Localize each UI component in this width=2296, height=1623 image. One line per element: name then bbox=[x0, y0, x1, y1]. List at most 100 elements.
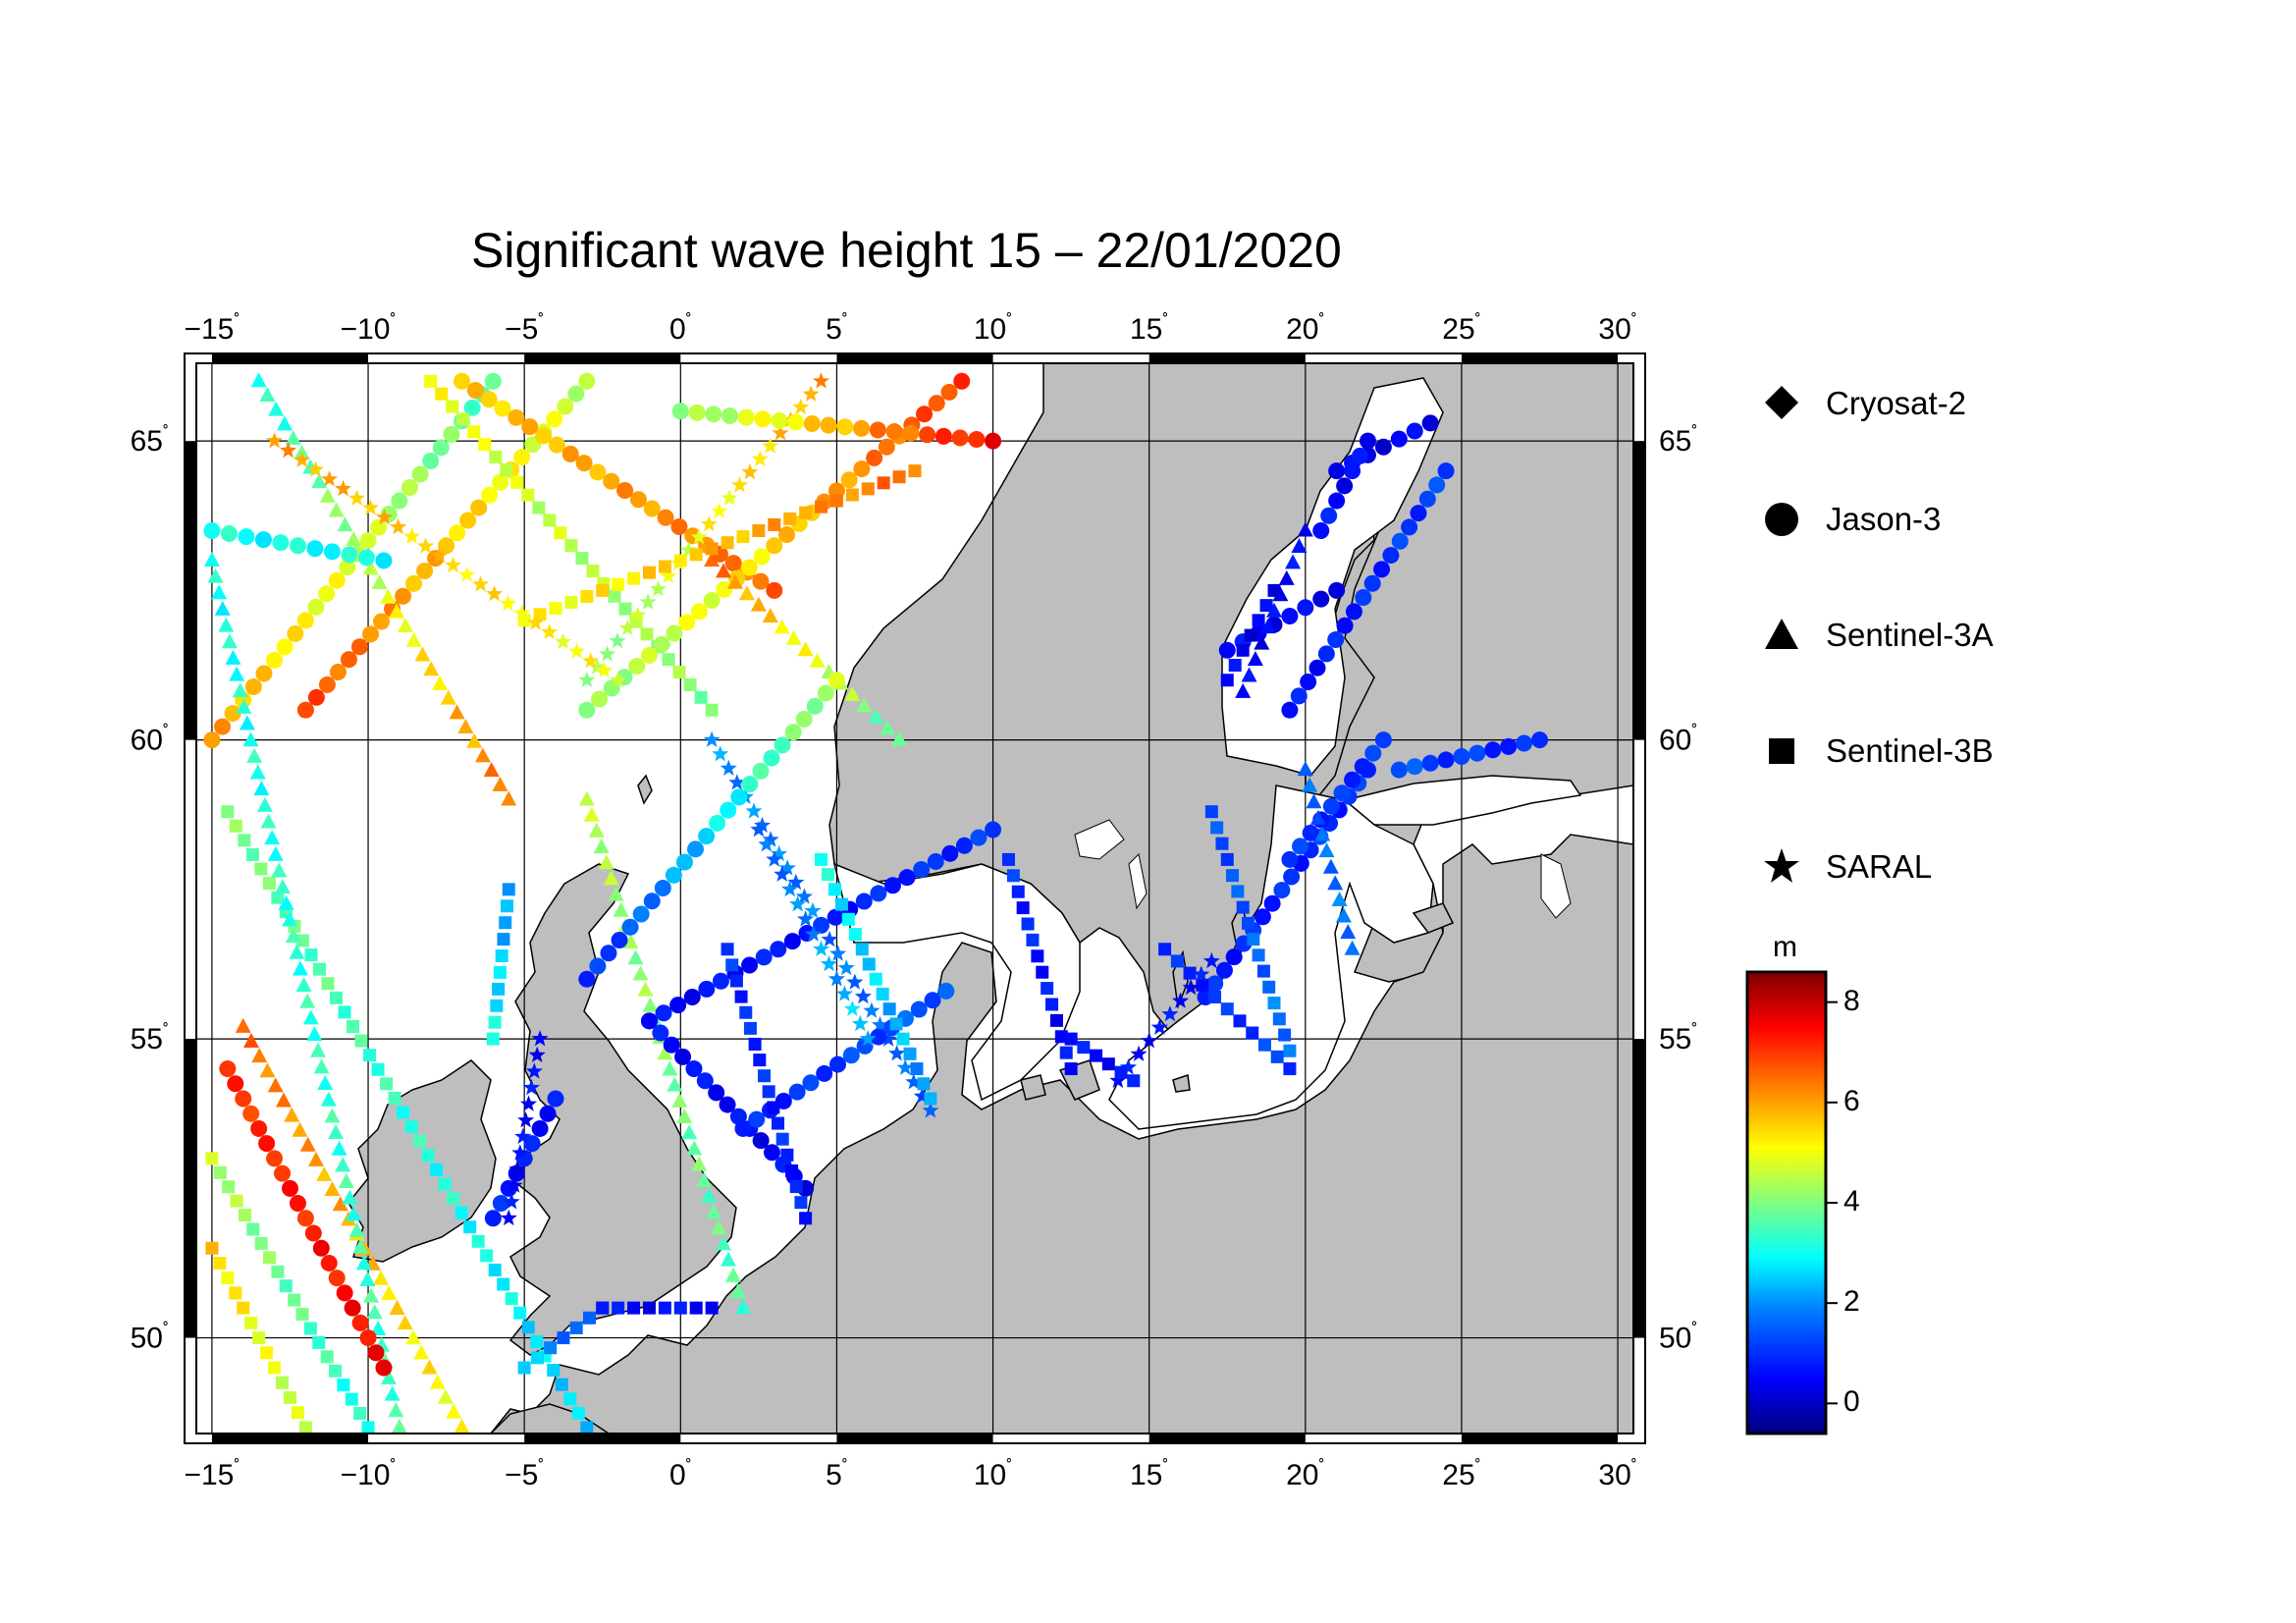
track-point bbox=[665, 866, 682, 884]
gulf-of-finland bbox=[1343, 775, 1582, 826]
track-point bbox=[902, 424, 920, 442]
track-point bbox=[741, 956, 759, 974]
track-point bbox=[225, 649, 241, 665]
track-point bbox=[324, 1181, 341, 1197]
track-point bbox=[741, 462, 759, 480]
track-point bbox=[1210, 821, 1224, 835]
track-point bbox=[968, 431, 986, 449]
track-point bbox=[338, 1005, 351, 1019]
track-point bbox=[1335, 907, 1352, 923]
colorbar-tick-label: 4 bbox=[1843, 1185, 1860, 1217]
track-point bbox=[320, 1091, 337, 1107]
track-point bbox=[778, 859, 796, 876]
track-point bbox=[694, 690, 708, 704]
track-point bbox=[371, 1062, 385, 1076]
track-point bbox=[389, 603, 405, 619]
track-point bbox=[521, 488, 535, 502]
track-point bbox=[445, 556, 462, 573]
lon-tick-label: −10˚ bbox=[341, 311, 397, 346]
track-point bbox=[492, 473, 509, 491]
track-point bbox=[703, 730, 721, 747]
lat-tick-label: 55˚ bbox=[131, 1021, 169, 1055]
track-point bbox=[484, 1210, 502, 1227]
track-point bbox=[514, 1127, 532, 1144]
satellite-track bbox=[221, 805, 594, 1434]
track-point bbox=[1236, 900, 1250, 914]
track-point bbox=[689, 548, 703, 562]
track-point bbox=[422, 452, 440, 469]
track-point bbox=[249, 764, 266, 780]
track-point bbox=[1256, 964, 1270, 978]
track-point bbox=[806, 697, 824, 715]
track-layer bbox=[203, 372, 1549, 1434]
track-point bbox=[279, 1279, 293, 1293]
track-point bbox=[229, 666, 245, 681]
track-point bbox=[627, 1301, 641, 1315]
frame-bar bbox=[1148, 353, 1306, 363]
track-point bbox=[429, 1374, 446, 1389]
track-point bbox=[303, 1322, 317, 1335]
track-point bbox=[371, 574, 388, 590]
track-point bbox=[304, 948, 318, 962]
track-point bbox=[531, 1119, 549, 1137]
frame-bar bbox=[1461, 353, 1619, 363]
track-point bbox=[295, 977, 312, 993]
track-point bbox=[752, 1132, 770, 1150]
track-point bbox=[219, 1060, 237, 1078]
track-point bbox=[282, 911, 298, 927]
track-point bbox=[745, 802, 763, 819]
track-point bbox=[463, 399, 481, 416]
graticule bbox=[196, 363, 1633, 1434]
track-point bbox=[716, 563, 732, 578]
track-point bbox=[254, 862, 268, 876]
track-point bbox=[583, 806, 600, 822]
track-point bbox=[785, 1163, 799, 1177]
track-point bbox=[891, 730, 908, 746]
track-point bbox=[910, 1062, 924, 1076]
track-point bbox=[466, 382, 484, 400]
track-point bbox=[381, 1284, 398, 1300]
track-point bbox=[480, 391, 498, 408]
frame-bar bbox=[836, 353, 993, 363]
track-point bbox=[596, 1301, 610, 1315]
track-point bbox=[281, 1179, 298, 1197]
track-point bbox=[295, 934, 309, 947]
track-point bbox=[649, 580, 667, 597]
track-point bbox=[1401, 518, 1418, 536]
lon-tick-label: 5˚ bbox=[826, 1457, 848, 1491]
track-point bbox=[588, 658, 606, 675]
track-point bbox=[1233, 1014, 1247, 1028]
track-point bbox=[548, 436, 565, 454]
track-point bbox=[1036, 965, 1049, 979]
track-point bbox=[1302, 777, 1318, 792]
track-point bbox=[1391, 532, 1409, 550]
track-point bbox=[218, 617, 235, 632]
satellite-track bbox=[1312, 432, 1376, 540]
track-point bbox=[1437, 462, 1455, 480]
track-point bbox=[612, 577, 625, 591]
track-point bbox=[1364, 744, 1382, 762]
track-point bbox=[493, 965, 507, 979]
track-point bbox=[354, 1034, 368, 1048]
track-point bbox=[1373, 561, 1391, 578]
track-point bbox=[724, 555, 742, 572]
track-point bbox=[1206, 975, 1224, 993]
track-point bbox=[1281, 701, 1299, 719]
track-point bbox=[764, 1144, 781, 1162]
track-point bbox=[821, 930, 838, 947]
track-point bbox=[1161, 1005, 1179, 1022]
track-point bbox=[866, 449, 883, 466]
track-point bbox=[841, 912, 855, 926]
track-point bbox=[774, 865, 791, 882]
satellite-track bbox=[734, 982, 955, 1137]
satellite-track bbox=[235, 1017, 470, 1434]
track-point bbox=[435, 387, 449, 401]
satellite-track bbox=[250, 372, 517, 806]
track-point bbox=[1421, 754, 1439, 772]
lon-tick-label: 25˚ bbox=[1442, 1457, 1480, 1491]
track-point bbox=[274, 879, 291, 894]
land-funen bbox=[1020, 1074, 1046, 1101]
track-point bbox=[517, 1361, 531, 1375]
track-point bbox=[730, 788, 748, 806]
track-point bbox=[423, 661, 440, 676]
